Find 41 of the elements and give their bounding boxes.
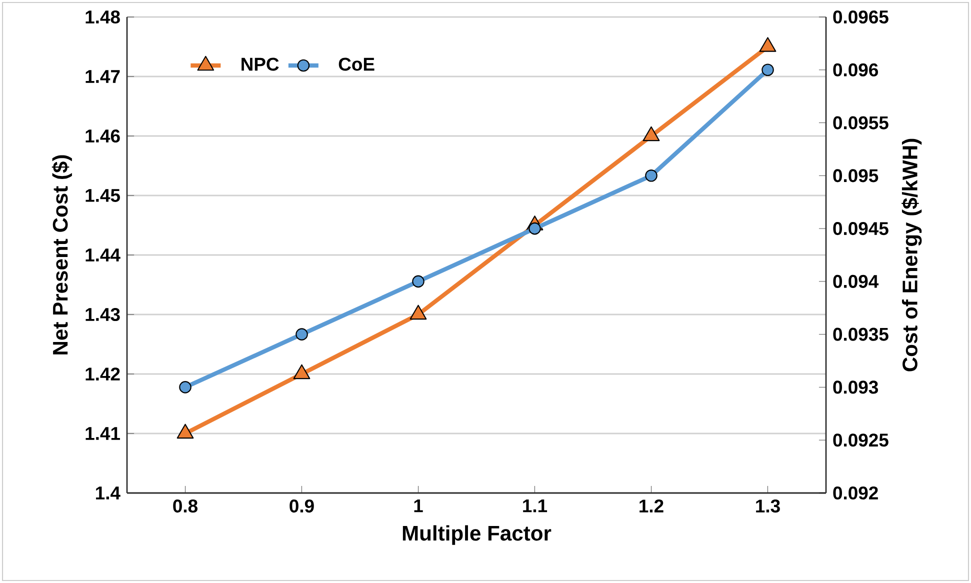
x-tick-label: 1.2 — [640, 500, 664, 512]
y-tick-label: 1.44 — [86, 248, 120, 262]
legend-label: NPC — [242, 58, 279, 71]
x-tick-label: 1.3 — [756, 500, 780, 513]
y2-tick-label: 0.0965 — [833, 10, 888, 24]
y-axis-title: Net Present Cost ($) — [52, 155, 72, 354]
point — [179, 381, 192, 394]
y-tick-label: 1.42 — [86, 368, 120, 380]
y2-tick-label: 0.0945 — [833, 222, 888, 236]
y2-tick-label: 0.095 — [833, 169, 878, 182]
point — [528, 222, 541, 235]
y2-tick-label: 0.096 — [833, 63, 878, 76]
point — [412, 275, 424, 288]
y-tick-label: 1.41 — [86, 427, 120, 440]
point — [759, 37, 776, 52]
x-tick-label: 0.8 — [173, 500, 198, 513]
x-axis-title: Multiple Factor — [402, 525, 552, 545]
y-tick-label: 1.4 — [96, 486, 120, 500]
y-tick-label: 1.46 — [86, 129, 120, 143]
y-tick-label: 1.45 — [86, 189, 120, 202]
y2-tick-label: 0.094 — [833, 274, 879, 288]
x-tick-label: 0.9 — [290, 500, 314, 513]
y2-tick-label: 0.092 — [833, 486, 878, 500]
y2-tick-label: 0.093 — [833, 380, 878, 394]
y-tick-label: 1.48 — [86, 10, 120, 24]
legend-label: CoE — [338, 58, 374, 71]
point — [293, 364, 310, 380]
y2-axis-title: Cost of Energy ($/kWH) — [902, 138, 922, 372]
y2-tick-label: 0.0925 — [833, 434, 888, 447]
x-tick-label: 1.1 — [523, 500, 548, 512]
y2-tick-label: 0.0955 — [833, 116, 888, 130]
y2-tick-label: 0.0935 — [833, 328, 888, 341]
point — [642, 126, 660, 142]
point — [645, 170, 658, 182]
y-tick-label: 1.43 — [86, 308, 120, 322]
point — [410, 304, 427, 320]
point — [296, 328, 308, 340]
point — [762, 64, 774, 76]
y-tick-label: 1.47 — [86, 70, 120, 83]
x-tick-label: 1 — [414, 500, 423, 512]
point — [176, 424, 194, 439]
